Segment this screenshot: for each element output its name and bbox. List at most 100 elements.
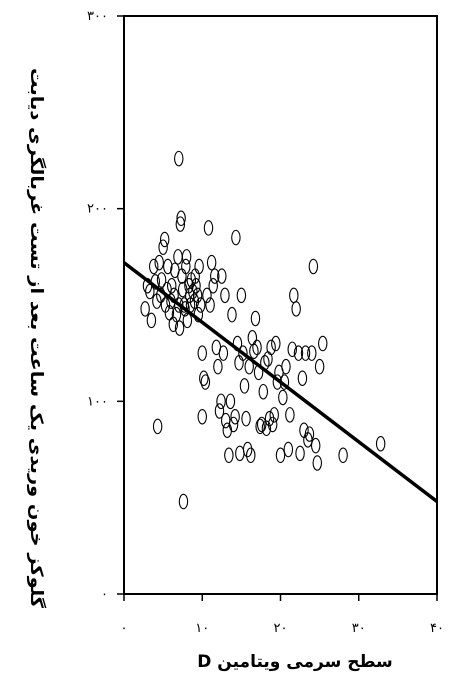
data-point — [184, 287, 195, 304]
x-tick-label: ۱۰ — [195, 621, 209, 636]
regression-line — [122, 261, 439, 503]
data-point — [220, 287, 230, 304]
data-point — [293, 345, 304, 361]
data-point — [181, 249, 192, 265]
data-point — [246, 447, 256, 464]
data-point — [173, 249, 183, 265]
data-point — [236, 287, 247, 304]
data-point — [163, 258, 173, 275]
data-point — [225, 393, 236, 410]
data-point — [235, 445, 245, 462]
data-point — [295, 445, 305, 462]
data-point — [271, 335, 281, 352]
data-point — [205, 297, 215, 313]
data-point — [189, 293, 200, 309]
data-point — [256, 416, 267, 433]
data-point — [285, 407, 295, 423]
data-point — [177, 268, 187, 284]
data-point — [314, 358, 325, 375]
data-point — [266, 339, 276, 356]
data-point — [283, 441, 294, 458]
data-point — [318, 335, 328, 352]
data-point — [194, 258, 204, 275]
data-point — [197, 345, 208, 361]
data-point — [234, 355, 244, 371]
data-point — [250, 310, 261, 327]
data-point — [238, 345, 248, 361]
data-point — [195, 297, 206, 313]
data-point — [202, 287, 212, 304]
y-tick-label: ۳۰۰ — [87, 9, 108, 24]
data-point — [210, 268, 220, 284]
axis-ticks: ۰ ۱۰ ۲۰ ۳۰ ۴۰ ۰ ۱۰۰ ۲۰۰ ۳۰۰ — [87, 9, 444, 636]
data-point — [222, 422, 233, 438]
data-point — [203, 220, 214, 236]
data-point — [181, 258, 191, 275]
data-point — [307, 345, 317, 361]
data-point — [312, 455, 323, 471]
data-point — [310, 437, 321, 454]
data-point — [216, 393, 226, 410]
data-point — [255, 418, 265, 435]
data-point — [278, 389, 288, 406]
x-tick-label: ۰ — [121, 621, 128, 636]
data-point — [178, 493, 189, 510]
data-point — [182, 312, 193, 329]
data-point — [269, 407, 279, 423]
x-tick-label: ۳۰ — [352, 621, 366, 636]
plot-frame — [123, 15, 438, 595]
data-point — [175, 216, 186, 232]
y-tick-label: ۱۰۰ — [87, 394, 108, 409]
data-point — [174, 150, 184, 167]
data-point — [242, 441, 253, 458]
data-point — [146, 312, 157, 329]
data-point — [156, 272, 167, 288]
data-point — [217, 268, 227, 284]
data-point — [224, 447, 234, 464]
data-point — [174, 297, 184, 313]
x-tick-label: ۴۰ — [430, 621, 444, 636]
data-point — [159, 231, 170, 248]
data-point — [247, 330, 258, 346]
data-point — [304, 426, 315, 442]
x-tick-label: ۲۰ — [274, 621, 288, 636]
data-point — [148, 258, 159, 275]
data-point — [206, 254, 217, 271]
data-point — [308, 258, 319, 275]
data-point — [297, 370, 308, 386]
data-point — [281, 358, 291, 375]
data-point — [192, 287, 203, 304]
data-point — [220, 412, 231, 429]
data-point — [252, 339, 262, 356]
data-point — [228, 416, 239, 433]
data-point — [249, 343, 259, 359]
data-points — [140, 150, 386, 510]
data-point — [289, 287, 299, 304]
data-point — [213, 358, 223, 375]
data-point — [180, 301, 190, 317]
data-point — [218, 345, 229, 361]
data-point — [188, 283, 198, 300]
data-point — [258, 383, 269, 400]
data-point — [231, 229, 241, 246]
data-point — [158, 239, 168, 255]
x-axis-title: سطح سرمی ویتامین D — [197, 652, 392, 672]
data-point — [261, 420, 272, 437]
data-point — [227, 306, 237, 323]
data-point — [200, 374, 211, 390]
data-point — [197, 408, 208, 425]
data-point — [239, 378, 250, 394]
data-point — [152, 418, 163, 435]
data-point — [171, 306, 182, 323]
data-point — [241, 410, 251, 427]
data-point — [291, 301, 301, 317]
data-point — [154, 254, 164, 271]
data-point — [338, 447, 348, 464]
data-point — [174, 320, 185, 336]
data-point — [375, 435, 386, 452]
data-point — [199, 370, 209, 386]
data-point — [264, 410, 275, 427]
data-point — [267, 416, 278, 433]
data-point — [230, 408, 240, 425]
